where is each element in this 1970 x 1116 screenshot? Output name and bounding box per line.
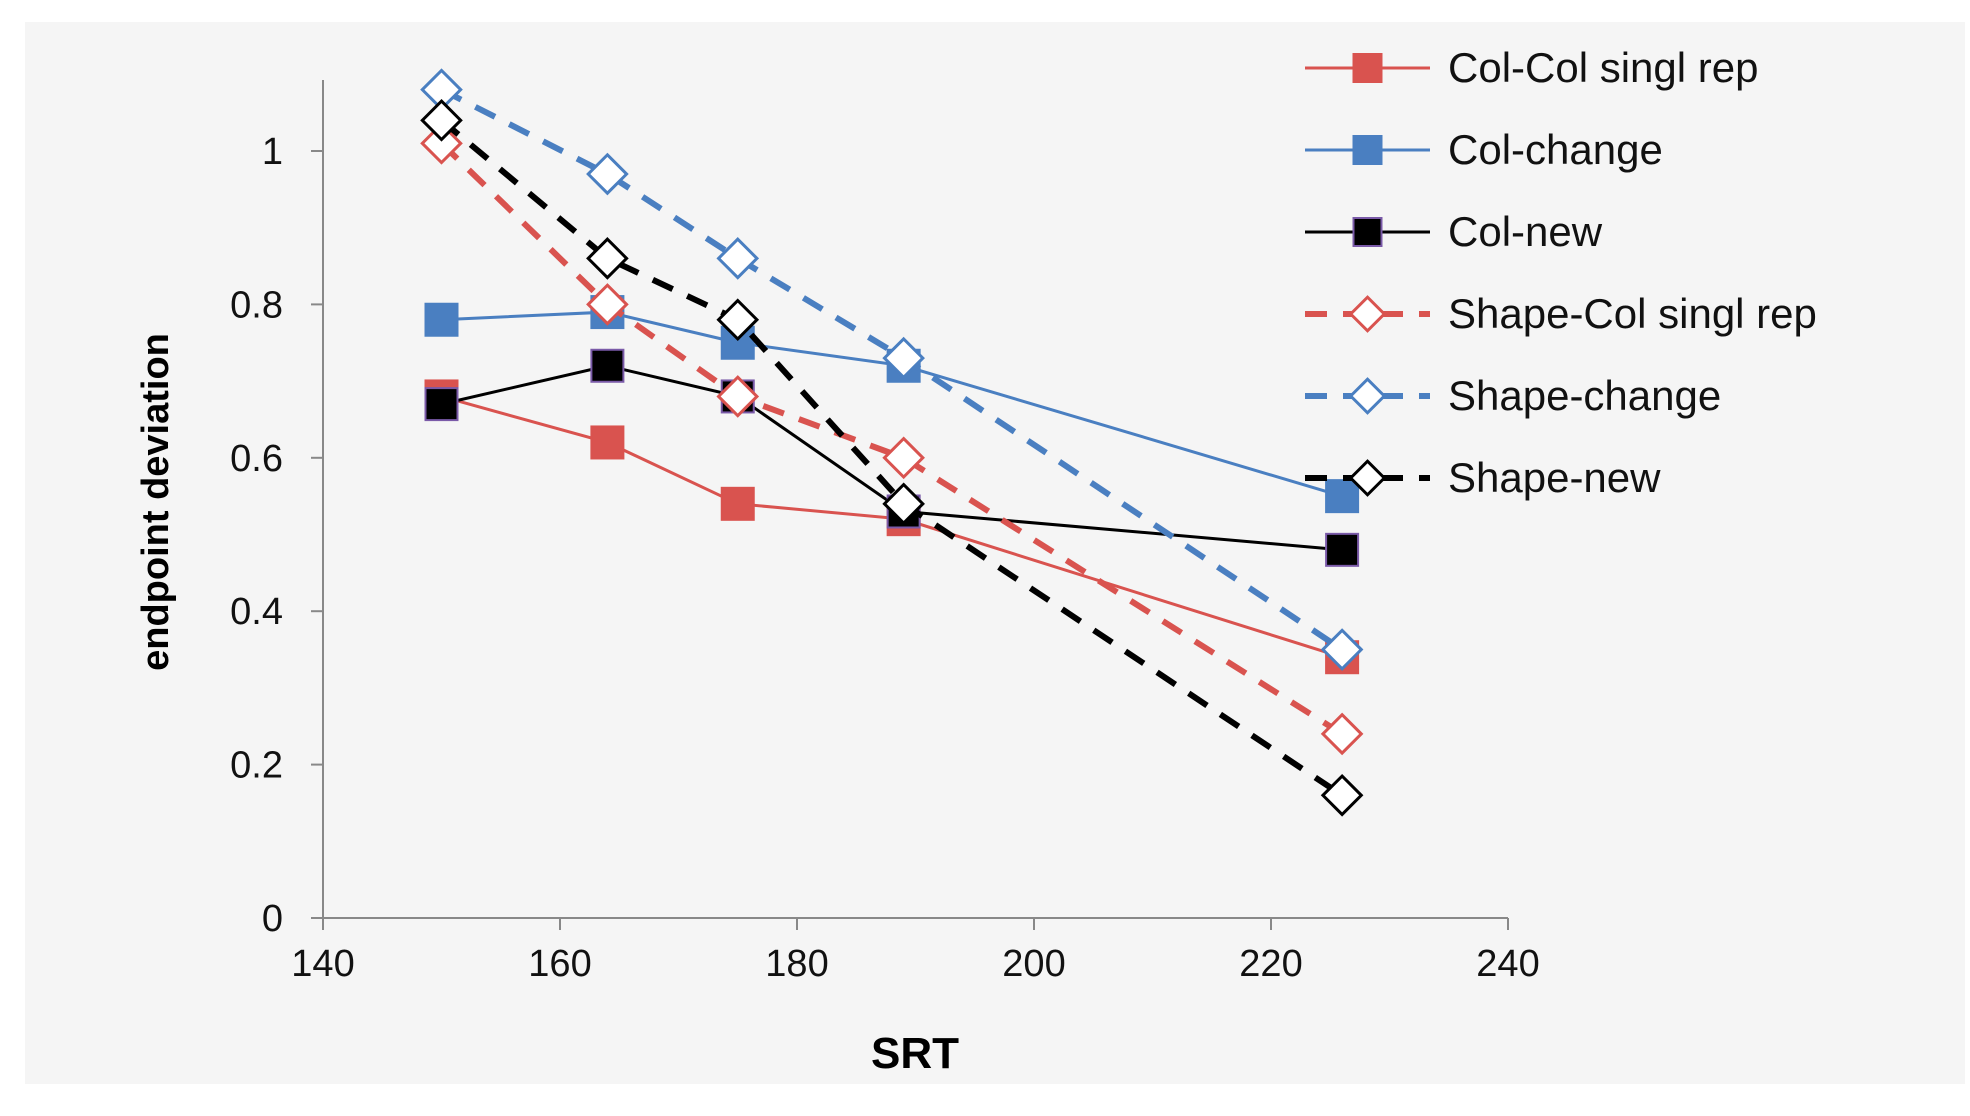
- data-point-marker: [716, 298, 760, 342]
- data-point-marker: [1325, 479, 1360, 514]
- legend-label: Col-Col singl rep: [1448, 44, 1758, 91]
- y-axis-title: endpoint deviation: [135, 333, 177, 671]
- y-tick-label: 0.2: [230, 745, 283, 787]
- y-tick-label: 0.8: [230, 284, 283, 326]
- data-point-marker: [1320, 628, 1364, 671]
- data-point-marker: [1352, 135, 1383, 165]
- data-point-marker: [1352, 53, 1383, 83]
- series-shape-col-singl-rep: [420, 122, 1364, 756]
- x-tick-label: 200: [1002, 943, 1065, 985]
- data-point-marker: [586, 237, 629, 280]
- x-tick-label: 180: [765, 943, 828, 985]
- legend-item: Col-Col singl rep: [1305, 44, 1758, 91]
- legend-item: Shape-change: [1305, 372, 1721, 419]
- data-point-marker: [720, 486, 755, 521]
- data-point-marker: [586, 283, 629, 326]
- legend-label: Shape-change: [1448, 372, 1721, 419]
- legend-item: Col-change: [1305, 126, 1663, 173]
- y-tick-label: 0.4: [230, 591, 283, 633]
- x-tick-label: 240: [1476, 943, 1539, 985]
- data-point-marker: [420, 98, 463, 142]
- data-point-marker: [882, 336, 925, 380]
- x-tick-label: 220: [1239, 943, 1302, 985]
- series-shape-new: [420, 98, 1364, 817]
- legend-label: Shape-new: [1448, 454, 1661, 501]
- data-point-marker: [716, 237, 760, 280]
- data-point-marker: [590, 425, 625, 460]
- data-point-marker: [716, 375, 760, 418]
- x-axis-title: SRT: [871, 1029, 959, 1078]
- data-point-marker: [424, 387, 459, 422]
- series-layer: [420, 68, 1364, 817]
- legend-item: Col-new: [1305, 208, 1603, 255]
- data-point-marker: [1325, 532, 1360, 567]
- data-point-marker: [590, 348, 625, 383]
- data-point-marker: [1352, 217, 1383, 247]
- data-point-marker: [1348, 295, 1387, 333]
- x-tick-label: 140: [291, 943, 354, 985]
- x-tick-label: 160: [528, 943, 591, 985]
- plot-background: [25, 22, 1965, 1084]
- legend-label: Col-new: [1448, 208, 1603, 255]
- series-line: [440, 86, 1344, 653]
- data-point-marker: [1348, 459, 1387, 497]
- data-point-marker: [1348, 377, 1387, 415]
- data-point-marker: [1320, 773, 1364, 817]
- data-point-marker: [424, 302, 459, 337]
- legend: Col-Col singl rep Col-change Col-new Shape-…: [1305, 44, 1817, 501]
- legend-label: Shape-Col singl rep: [1448, 290, 1817, 337]
- data-point-marker: [1320, 712, 1364, 756]
- axes: 140 160 180 200 220 240 0 0.2 0.4 0.6 0.8 1: [230, 80, 1540, 985]
- legend-item: Shape-Col singl rep: [1305, 290, 1817, 337]
- y-tick-label: 1: [262, 131, 283, 173]
- y-tick-label: 0: [262, 898, 283, 940]
- legend-item: Shape-new: [1305, 454, 1661, 501]
- y-tick-label: 0.6: [230, 438, 283, 480]
- data-point-marker: [882, 436, 925, 480]
- data-point-marker: [420, 122, 463, 165]
- legend-label: Col-change: [1448, 126, 1663, 173]
- data-point-marker: [586, 152, 629, 196]
- data-point-marker: [882, 482, 925, 526]
- series-shape-change: [420, 68, 1364, 671]
